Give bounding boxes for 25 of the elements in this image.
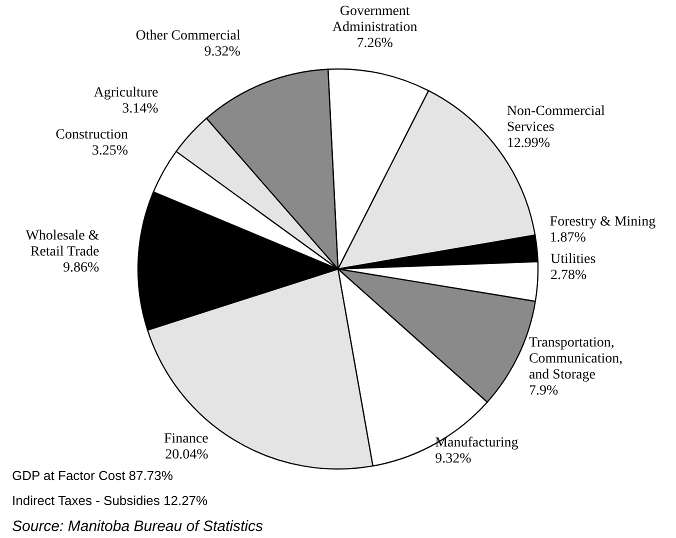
- slice-label: Utilities: [550, 252, 596, 268]
- data-label: 3.25%: [92, 143, 128, 158]
- data-label: 20.04%: [165, 448, 209, 463]
- data-label: 12.99%: [506, 136, 550, 151]
- text: GDP at Factor Cost 87.73%: [12, 468, 174, 483]
- data-label: 7.9%: [528, 383, 558, 398]
- slice-label: Transportation, Communication, and Storage: [528, 335, 623, 382]
- data-label: 3.14%: [122, 101, 159, 116]
- data-label: 9.32%: [435, 451, 472, 466]
- slice-label: Government Administration: [332, 4, 418, 36]
- slice-label: Agriculture: [94, 85, 158, 100]
- slice-label: Manufacturing: [435, 435, 518, 450]
- data-label: 9.86%: [63, 260, 100, 276]
- data-label: 7.26%: [356, 36, 394, 52]
- slice-label: Forestry & Mining: [550, 214, 656, 230]
- slice-label: Finance: [164, 432, 208, 447]
- slice-label: Construction: [56, 127, 128, 142]
- slice-label: Non-Commercial Services: [506, 104, 605, 135]
- data-label: 1.87%: [550, 230, 586, 246]
- slice-label: Wholesale & Retail Trade: [26, 228, 100, 260]
- slice-label: Other Commercial: [136, 28, 240, 44]
- text: Indirect Taxes - Subsidies 12.27%: [12, 493, 208, 508]
- data-label: 9.32%: [204, 44, 241, 60]
- data-label: 2.78%: [550, 268, 588, 284]
- source-note: Source: Manitoba Bureau of Statistics: [12, 518, 264, 535]
